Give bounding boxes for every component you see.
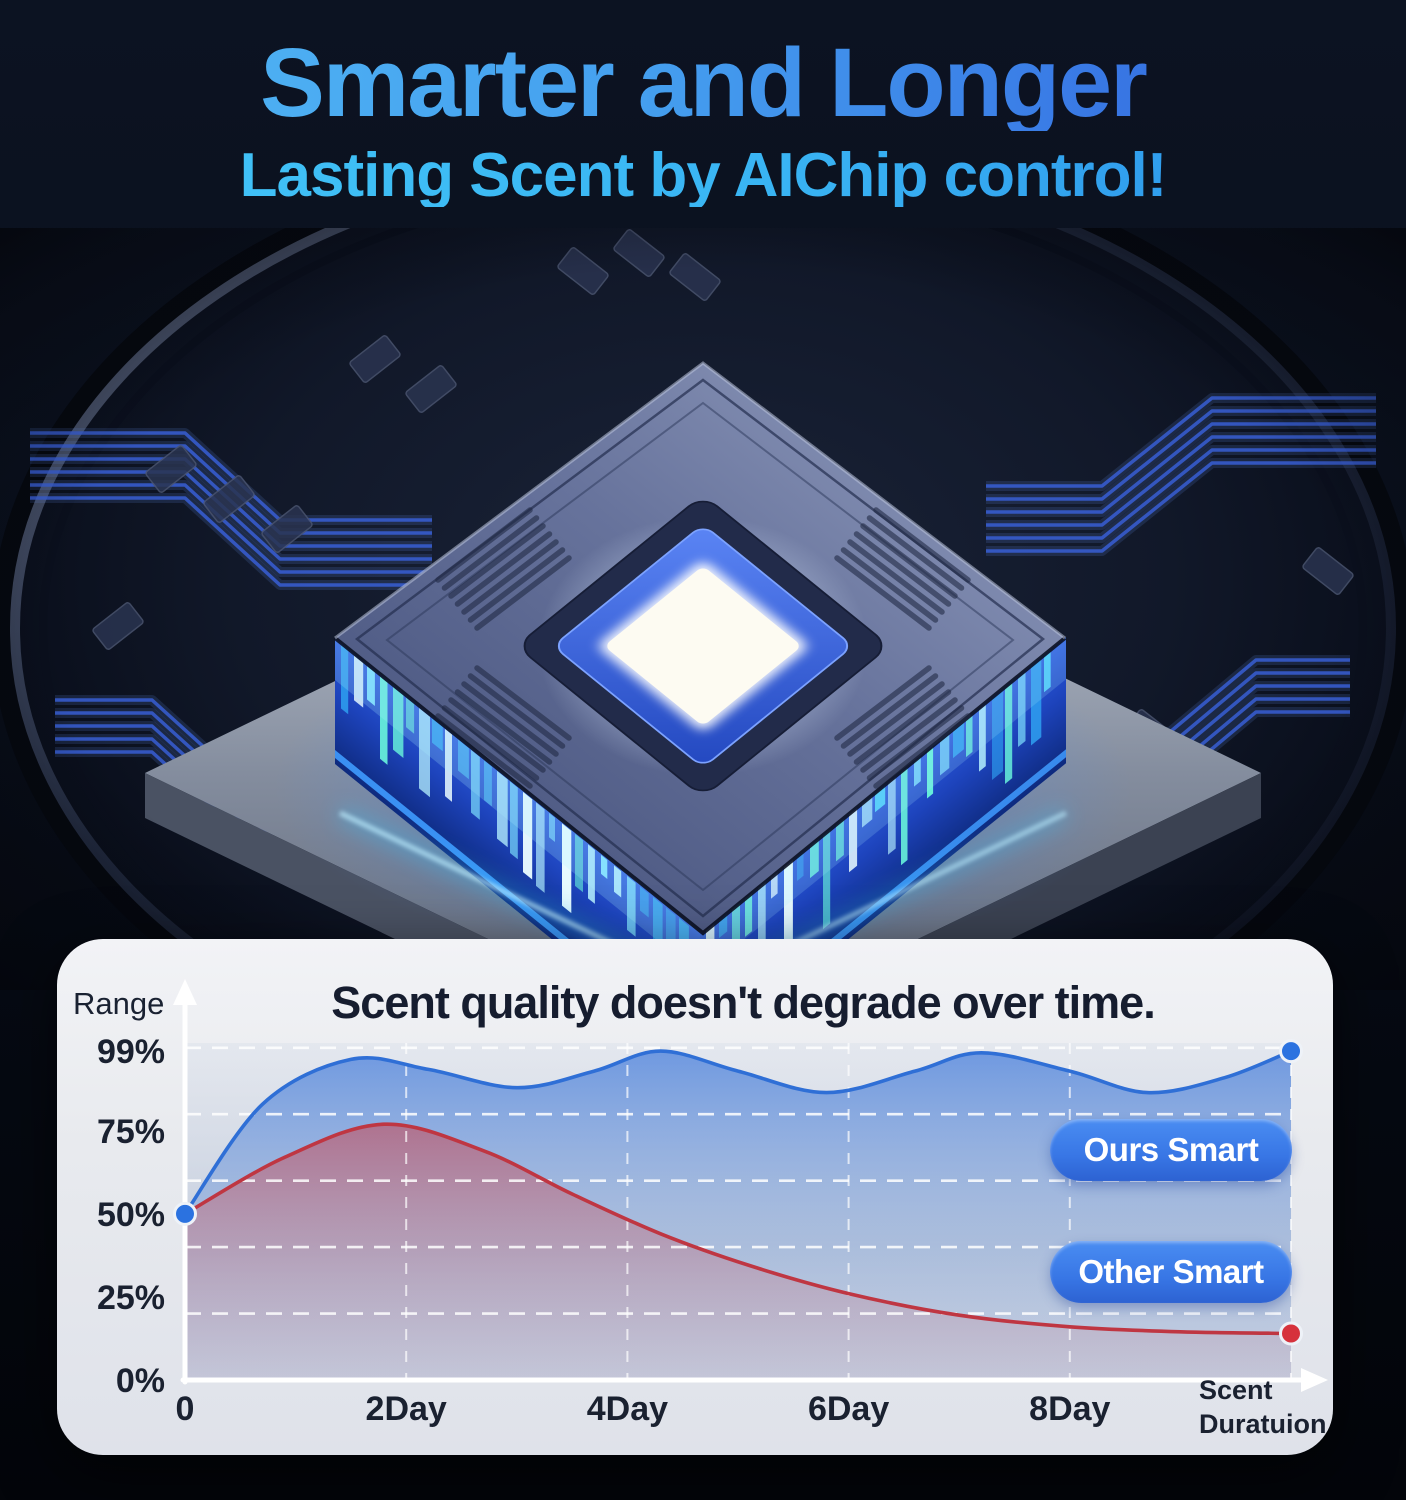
headline: Smarter and Longer Lasting Scent by AICh… bbox=[0, 34, 1406, 207]
legend-ours-smart: Ours Smart bbox=[1050, 1119, 1292, 1181]
svg-text:Duratuion: Duratuion bbox=[1199, 1409, 1327, 1439]
svg-text:8Day: 8Day bbox=[1029, 1390, 1110, 1428]
svg-text:25%: 25% bbox=[97, 1279, 165, 1317]
svg-text:50%: 50% bbox=[97, 1196, 165, 1234]
chart-title: Scent quality doesn't degrade over time. bbox=[331, 977, 1155, 1028]
svg-text:6Day: 6Day bbox=[808, 1390, 889, 1428]
line-chart: 0 2Day 4Day 6Day 8Day 99% 75% 50% 25% 0% Scent Dura… bbox=[97, 979, 1328, 1439]
svg-text:2Day: 2Day bbox=[366, 1390, 447, 1428]
headline-line2: Lasting Scent by AIChip control! bbox=[0, 145, 1406, 207]
svg-text:0%: 0% bbox=[116, 1362, 165, 1400]
legend-other-smart: Other Smart bbox=[1050, 1241, 1292, 1303]
svg-text:75%: 75% bbox=[97, 1113, 165, 1151]
ai-chip-illustration bbox=[0, 228, 1406, 990]
headline-line1: Smarter and Longer bbox=[0, 34, 1406, 131]
svg-text:Scent: Scent bbox=[1199, 1375, 1273, 1405]
svg-text:0: 0 bbox=[176, 1390, 195, 1428]
y-axis-title: Range bbox=[73, 986, 165, 1021]
chart-card: Range Scent quality doesn't degrade over… bbox=[57, 939, 1333, 1455]
svg-text:99%: 99% bbox=[97, 1033, 165, 1071]
svg-text:4Day: 4Day bbox=[587, 1390, 668, 1428]
